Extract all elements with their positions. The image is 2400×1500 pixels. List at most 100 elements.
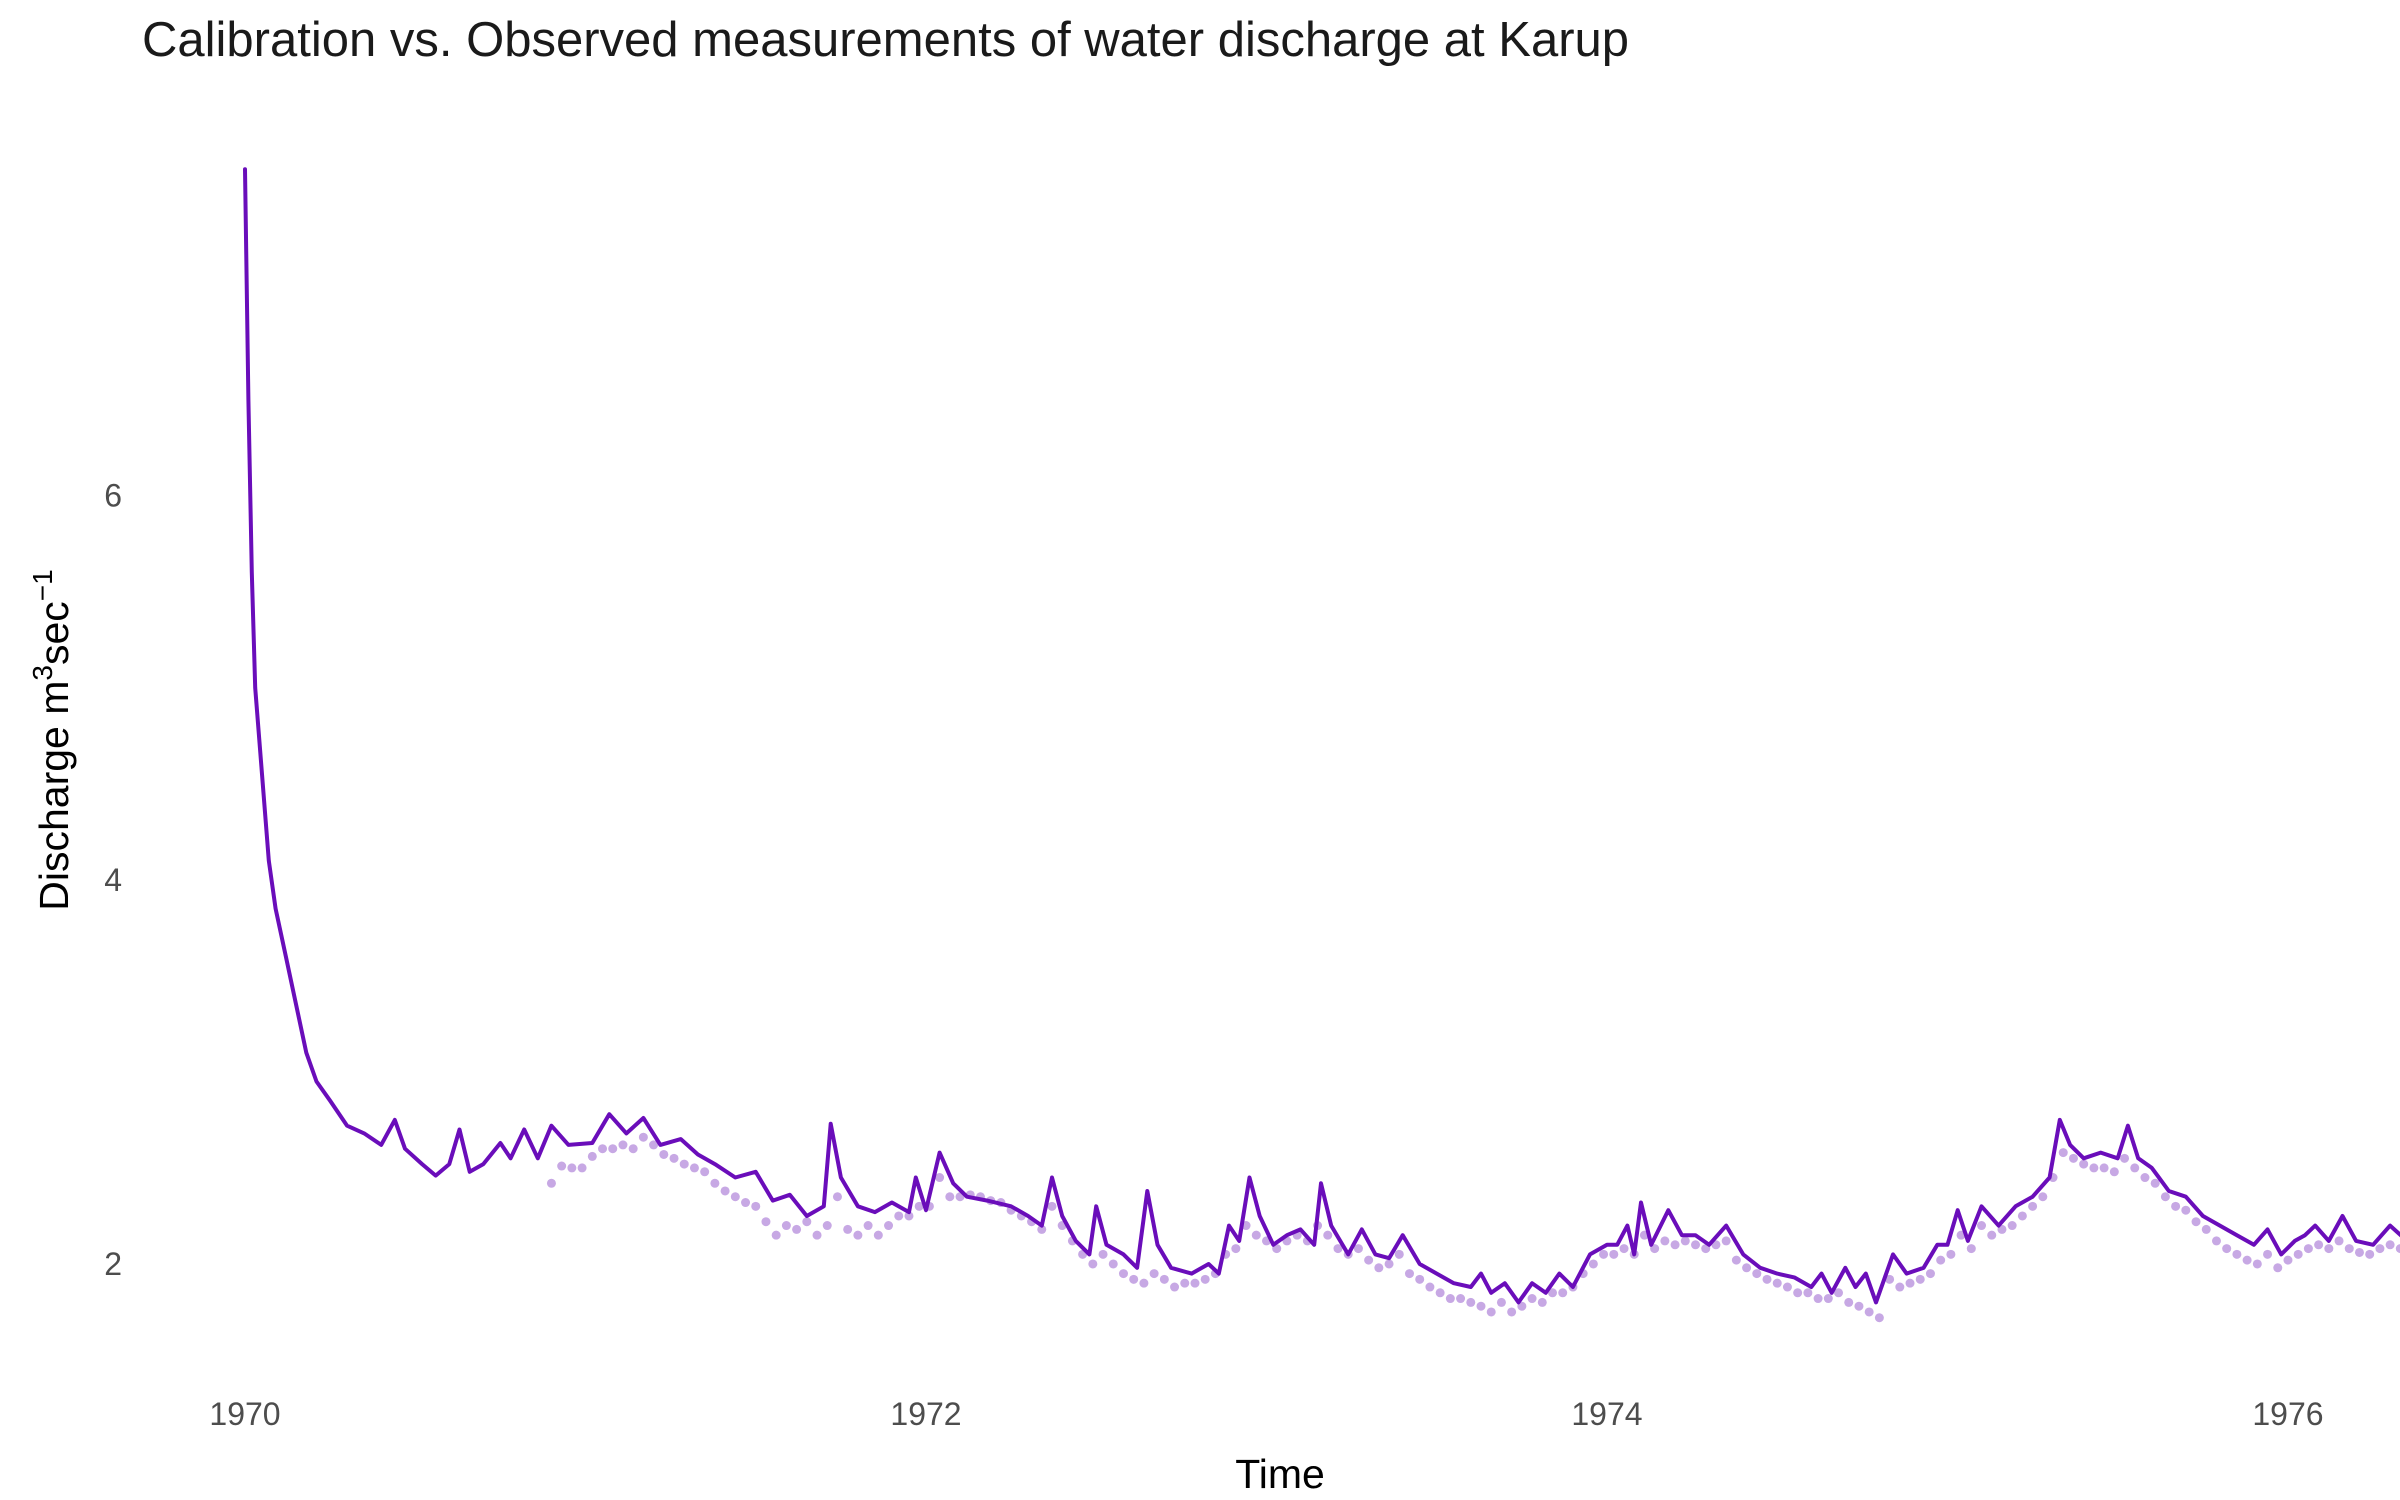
observed-point: [1231, 1244, 1241, 1254]
observed-point: [1946, 1249, 1956, 1259]
observed-point: [1966, 1244, 1976, 1254]
observed-point: [638, 1132, 648, 1142]
observed-point: [1537, 1297, 1547, 1307]
observed-point: [1394, 1249, 1404, 1259]
observed-point: [567, 1163, 577, 1173]
observed-point: [863, 1221, 873, 1231]
observed-point: [1404, 1269, 1414, 1279]
observed-point: [2385, 1240, 2395, 1250]
observed-point: [1609, 1249, 1619, 1259]
observed-point: [730, 1192, 740, 1202]
observed-point: [1803, 1288, 1813, 1298]
observed-point: [1588, 1259, 1598, 1269]
observed-point: [1139, 1278, 1149, 1288]
observed-point: [771, 1230, 781, 1240]
observed-points-layer: [546, 1132, 2400, 1323]
observed-point: [1476, 1301, 1486, 1311]
observed-point: [649, 1140, 659, 1150]
observed-point: [1200, 1274, 1210, 1284]
observed-point: [914, 1201, 924, 1211]
observed-point: [1691, 1240, 1701, 1250]
observed-point: [2365, 1249, 2375, 1259]
observed-point: [822, 1221, 832, 1231]
observed-point: [2109, 1167, 2119, 1177]
observed-point: [1834, 1288, 1844, 1298]
observed-point: [1925, 1269, 1935, 1279]
observed-point: [720, 1186, 730, 1196]
observed-point: [1129, 1274, 1139, 1284]
observed-point: [2283, 1255, 2293, 1265]
observed-point: [618, 1140, 628, 1150]
observed-point: [1374, 1263, 1384, 1273]
observed-point: [2099, 1163, 2109, 1173]
y-axis-ticks: 2 4 6: [104, 478, 122, 1282]
observed-point: [710, 1178, 720, 1188]
observed-point: [1486, 1307, 1496, 1317]
observed-point: [2058, 1148, 2068, 1158]
y-axis-title-base: Discharge m: [31, 681, 77, 911]
observed-point: [1190, 1278, 1200, 1288]
observed-point: [1762, 1274, 1772, 1284]
observed-point: [1088, 1259, 1098, 1269]
observed-point: [2028, 1201, 2038, 1211]
observed-point: [2293, 1249, 2303, 1259]
observed-point: [689, 1163, 699, 1173]
observed-point: [546, 1178, 556, 1188]
observed-point: [598, 1144, 608, 1154]
y-axis-title: Discharge m3sec−1: [27, 569, 77, 910]
observed-point: [894, 1211, 904, 1221]
observed-point: [1752, 1269, 1762, 1279]
observed-point: [1905, 1278, 1915, 1288]
observed-point: [1435, 1288, 1445, 1298]
observed-point: [2017, 1211, 2027, 1221]
observed-point: [1670, 1240, 1680, 1250]
observed-point: [2140, 1173, 2150, 1183]
observed-point: [2222, 1244, 2232, 1254]
observed-point: [628, 1144, 638, 1154]
x-axis-title: Time: [1235, 1451, 1325, 1497]
observed-point: [577, 1163, 587, 1173]
observed-point: [2242, 1255, 2252, 1265]
observed-point: [1180, 1278, 1190, 1288]
observed-point: [679, 1159, 689, 1169]
observed-point: [792, 1224, 802, 1234]
observed-point: [1721, 1236, 1731, 1246]
observed-point: [1333, 1244, 1343, 1254]
observed-point: [1098, 1249, 1108, 1259]
observed-point: [2191, 1217, 2201, 1227]
observed-point: [1353, 1244, 1363, 1254]
x-tick-label: 1970: [209, 1396, 280, 1432]
observed-point: [1558, 1288, 1568, 1298]
observed-point: [2171, 1201, 2181, 1211]
y-tick-label: 4: [104, 862, 122, 898]
observed-point: [884, 1221, 894, 1231]
observed-point: [1854, 1301, 1864, 1311]
observed-point: [1895, 1282, 1905, 1292]
chart-title: Calibration vs. Observed measurements of…: [142, 13, 1630, 67]
observed-point: [2232, 1249, 2242, 1259]
observed-point: [1159, 1274, 1169, 1284]
observed-point: [832, 1192, 842, 1202]
observed-point: [741, 1198, 751, 1208]
y-axis-title-sup1: 3: [27, 665, 58, 681]
observed-point: [1456, 1294, 1466, 1304]
observed-point: [1793, 1288, 1803, 1298]
observed-point: [1782, 1282, 1792, 1292]
observed-point: [2130, 1163, 2140, 1173]
observed-point: [1108, 1259, 1118, 1269]
observed-point: [1987, 1230, 1997, 1240]
observed-point: [2181, 1205, 2191, 1215]
observed-point: [1507, 1307, 1517, 1317]
observed-point: [1915, 1274, 1925, 1284]
y-tick-label: 2: [104, 1246, 122, 1282]
observed-point: [2252, 1259, 2262, 1269]
calibration-series-line: [243, 167, 2400, 1305]
observed-point: [1170, 1282, 1180, 1292]
observed-point: [1496, 1297, 1506, 1307]
observed-point: [2263, 1249, 2273, 1259]
observed-point: [1037, 1224, 1047, 1234]
observed-point: [2160, 1192, 2170, 1202]
observed-point: [1425, 1282, 1435, 1292]
observed-point: [1936, 1255, 1946, 1265]
